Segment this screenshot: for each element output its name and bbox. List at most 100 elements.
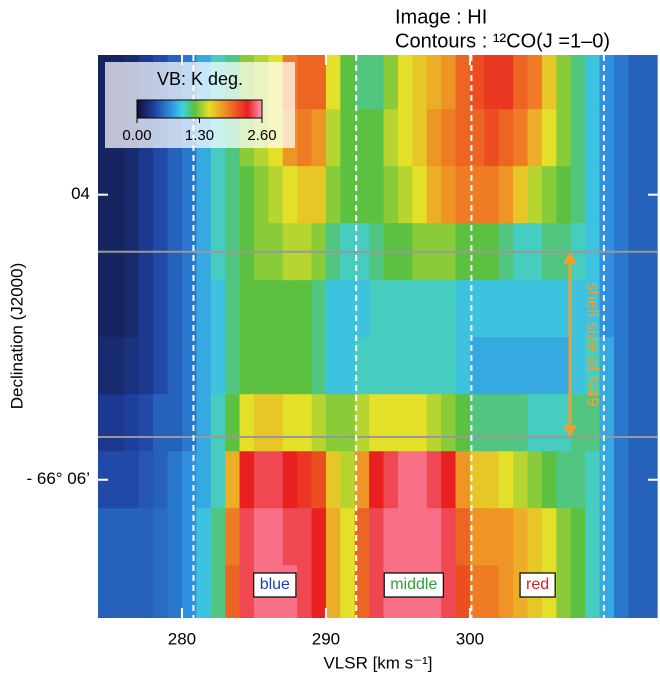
- heatmap-cell: [225, 337, 241, 395]
- heatmap-cell: [196, 451, 212, 509]
- heatmap-cell: [484, 280, 500, 338]
- heatmap-cell: [383, 508, 399, 566]
- heatmap-cell: [455, 109, 471, 167]
- heatmap-cell: [181, 508, 197, 566]
- heatmap-cell: [556, 55, 572, 110]
- heatmap-cell: [282, 508, 298, 566]
- heatmap-cell: [340, 280, 356, 338]
- heatmap-cell: [196, 394, 212, 452]
- heatmap-cell: [354, 508, 370, 566]
- heatmap-cell: [498, 565, 514, 618]
- heatmap-cell: [225, 280, 241, 338]
- heatmap-cell: [527, 451, 543, 509]
- heatmap-cell: [210, 394, 226, 452]
- heatmap-cell: [354, 55, 370, 110]
- heatmap-cell: [469, 451, 485, 509]
- heatmap-cell: [613, 280, 629, 338]
- heatmap-cell: [138, 451, 154, 509]
- heatmap-cell: [109, 508, 125, 566]
- heatmap-cell: [498, 55, 514, 110]
- heatmap-cell: [253, 451, 269, 509]
- x-tick-label: 300: [456, 629, 484, 648]
- heatmap-cell: [325, 280, 341, 338]
- heatmap-cell: [441, 55, 457, 110]
- heatmap-cell: [369, 109, 385, 167]
- heatmap-cell: [153, 280, 169, 338]
- y-axis-label: Declination (J2000): [7, 263, 26, 409]
- heatmap-cell: [613, 508, 629, 566]
- heatmap-cell: [585, 166, 601, 224]
- heatmap-cell: [513, 166, 529, 224]
- heatmap-cell: [541, 451, 557, 509]
- heatmap-cell: [513, 55, 529, 110]
- heatmap-cell: [498, 166, 514, 224]
- heatmap-cell: [412, 451, 428, 509]
- heatmap-cell: [613, 55, 629, 110]
- heatmap-cell: [225, 394, 241, 452]
- heatmap-cell: [369, 55, 385, 110]
- heatmap-cell: [484, 394, 500, 452]
- heatmap-cell: [109, 451, 125, 509]
- heatmap-cell: [541, 109, 557, 167]
- heatmap-cell: [340, 451, 356, 509]
- heatmap-cell: [167, 451, 183, 509]
- heatmap-cell: [498, 109, 514, 167]
- title-line: Contours : ¹²CO(J =1–0): [395, 30, 610, 52]
- heatmap-cell: [412, 280, 428, 338]
- heatmap-cell: [325, 451, 341, 509]
- heatmap-cell: [441, 451, 457, 509]
- heatmap-cell: [441, 337, 457, 395]
- heatmap-cell: [210, 337, 226, 395]
- heatmap-cell: [397, 55, 413, 110]
- heatmap-cell: [311, 394, 327, 452]
- heatmap-cell: [138, 508, 154, 566]
- heatmap-cell: [383, 166, 399, 224]
- region-label: middle: [390, 576, 437, 593]
- heatmap-cell: [527, 109, 543, 167]
- heatmap-cell: [570, 337, 586, 395]
- heatmap-cell: [585, 508, 601, 566]
- heatmap-cell: [138, 280, 154, 338]
- heatmap-cell: [642, 565, 658, 618]
- heatmap-cell: [541, 394, 557, 452]
- heatmap-cell: [210, 280, 226, 338]
- heatmap-cell: [239, 451, 255, 509]
- heatmap-cell: [98, 565, 111, 618]
- heatmap-cell: [340, 508, 356, 566]
- heatmap-cell: [282, 280, 298, 338]
- heatmap-cell: [556, 508, 572, 566]
- heatmap-cell: [628, 394, 644, 452]
- heatmap-cell: [325, 166, 341, 224]
- heatmap-cell: [441, 109, 457, 167]
- heatmap-cell: [153, 337, 169, 395]
- heatmap-cell: [383, 451, 399, 509]
- heatmap-cell: [340, 109, 356, 167]
- heatmap-cell: [124, 508, 140, 566]
- heatmap-cell: [585, 337, 601, 395]
- heatmap-cell: [397, 451, 413, 509]
- heatmap-cell: [282, 451, 298, 509]
- heatmap-cell: [311, 55, 327, 110]
- heatmap-cell: [325, 508, 341, 566]
- colorbar-tick-label: 0.00: [122, 127, 151, 144]
- heatmap-cell: [167, 508, 183, 566]
- heatmap-cell: [441, 166, 457, 224]
- heatmap-cell: [167, 280, 183, 338]
- heatmap-cell: [354, 394, 370, 452]
- heatmap-cell: [153, 508, 169, 566]
- heatmap-cell: [469, 166, 485, 224]
- colorbar-label: VB: K deg.: [157, 69, 243, 89]
- heatmap-cell: [628, 337, 644, 395]
- heatmap-cell: [599, 451, 615, 509]
- heatmap-cell: [556, 280, 572, 338]
- heatmap-cell: [282, 337, 298, 395]
- heatmap-cell: [397, 508, 413, 566]
- heatmap-cell: [138, 394, 154, 452]
- heatmap-cell: [109, 337, 125, 395]
- heatmap-cell: [325, 565, 341, 618]
- heatmap-cell: [628, 508, 644, 566]
- heatmap-cell: [455, 565, 471, 618]
- heatmap-cell: [124, 565, 140, 618]
- colorbar-tick-label: 1.30: [185, 127, 214, 144]
